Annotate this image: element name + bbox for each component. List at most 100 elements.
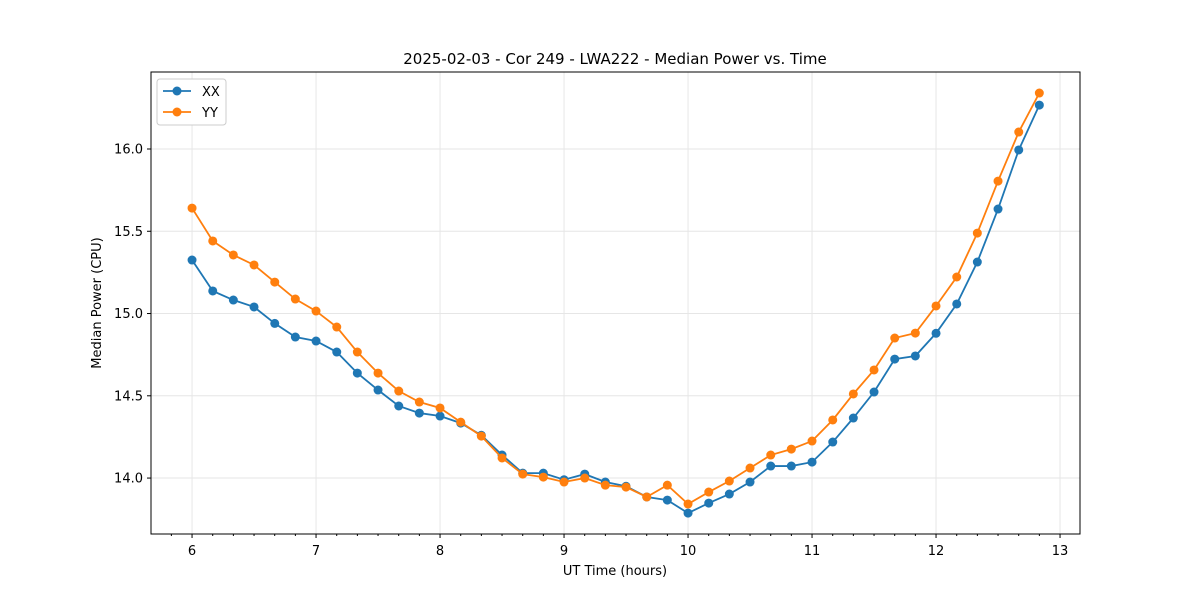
data-point	[559, 477, 569, 487]
data-point	[311, 336, 321, 346]
data-point	[228, 295, 238, 305]
data-point	[786, 461, 796, 471]
data-point	[580, 473, 590, 483]
data-point	[208, 236, 218, 246]
data-point	[290, 332, 300, 342]
data-point	[704, 498, 714, 508]
data-point	[642, 492, 652, 502]
data-point	[249, 260, 259, 270]
data-point	[435, 411, 445, 421]
data-point	[332, 322, 342, 332]
data-point	[476, 431, 486, 441]
data-point	[890, 354, 900, 364]
x-tick-label: 8	[436, 544, 444, 559]
data-point	[270, 277, 280, 287]
data-point	[993, 176, 1003, 186]
x-tick-label: 9	[560, 544, 568, 559]
data-point	[931, 328, 941, 338]
data-point	[187, 203, 197, 213]
data-point	[1034, 88, 1044, 98]
data-point	[931, 301, 941, 311]
data-point	[890, 333, 900, 343]
data-point	[910, 328, 920, 338]
data-point	[704, 487, 714, 497]
data-point	[786, 444, 796, 454]
data-point	[600, 480, 610, 490]
x-tick-label: 7	[312, 544, 320, 559]
series-group	[187, 88, 1044, 518]
data-point	[435, 403, 445, 413]
data-point	[724, 489, 734, 499]
data-point	[952, 299, 962, 309]
legend-marker-yy	[172, 107, 182, 117]
data-point	[828, 415, 838, 425]
x-axis: 6 7 8 9 10 11 12 13	[170, 534, 1069, 559]
legend: XX YY	[156, 78, 227, 126]
series-line-yy	[191, 92, 1041, 506]
data-point	[1014, 145, 1024, 155]
series-yy	[187, 88, 1044, 509]
data-point	[497, 453, 507, 463]
data-point	[745, 463, 755, 473]
data-point	[394, 386, 404, 396]
chart-title: 2025-02-03 - Cor 249 - LWA222 - Median P…	[403, 50, 827, 68]
data-point	[352, 368, 362, 378]
data-point	[766, 450, 776, 460]
y-axis: 14.0 14.5 15.0 15.5 16.0	[114, 143, 151, 487]
x-tick-label: 12	[928, 544, 945, 559]
x-tick-label: 11	[804, 544, 821, 559]
data-point	[869, 365, 879, 375]
data-point	[952, 272, 962, 282]
data-point	[373, 385, 383, 395]
data-point	[518, 469, 528, 479]
data-point	[972, 257, 982, 267]
data-point	[1034, 100, 1044, 110]
data-point	[352, 347, 362, 357]
data-point	[332, 347, 342, 357]
data-point	[270, 318, 280, 328]
data-point	[414, 397, 424, 407]
data-point	[910, 351, 920, 361]
data-point	[745, 477, 755, 487]
x-tick-label: 6	[188, 544, 196, 559]
data-point	[683, 499, 693, 509]
x-tick-label: 10	[680, 544, 697, 559]
data-point	[249, 302, 259, 312]
data-point	[538, 472, 548, 482]
data-point	[724, 476, 734, 486]
x-tick-label: 13	[1052, 544, 1069, 559]
data-point	[1014, 127, 1024, 137]
data-point	[394, 401, 404, 411]
grid	[151, 72, 1080, 534]
y-tick-label: 14.0	[114, 472, 143, 487]
data-point	[373, 368, 383, 378]
x-axis-label: UT Time (hours)	[563, 564, 667, 579]
data-point	[311, 306, 321, 316]
data-point	[228, 250, 238, 260]
y-tick-label: 15.5	[114, 225, 143, 240]
legend-marker-xx	[172, 86, 182, 96]
legend-label: XX	[202, 85, 220, 100]
data-point	[869, 387, 879, 397]
y-axis-label: Median Power (CPU)	[90, 237, 105, 368]
y-tick-label: 14.5	[114, 389, 143, 404]
data-point	[662, 495, 672, 505]
y-tick-label: 16.0	[114, 143, 143, 158]
data-point	[208, 286, 218, 296]
data-point	[807, 436, 817, 446]
data-point	[662, 480, 672, 490]
data-point	[766, 461, 776, 471]
data-point	[414, 408, 424, 418]
plot-frame	[150, 71, 1081, 535]
data-point	[683, 508, 693, 518]
y-tick-label: 15.0	[114, 307, 143, 322]
data-point	[621, 482, 631, 492]
data-point	[290, 294, 300, 304]
data-point	[972, 228, 982, 238]
legend-label: YY	[201, 106, 218, 121]
data-point	[848, 413, 858, 423]
data-point	[187, 255, 197, 265]
data-point	[456, 417, 466, 427]
data-point	[848, 389, 858, 399]
